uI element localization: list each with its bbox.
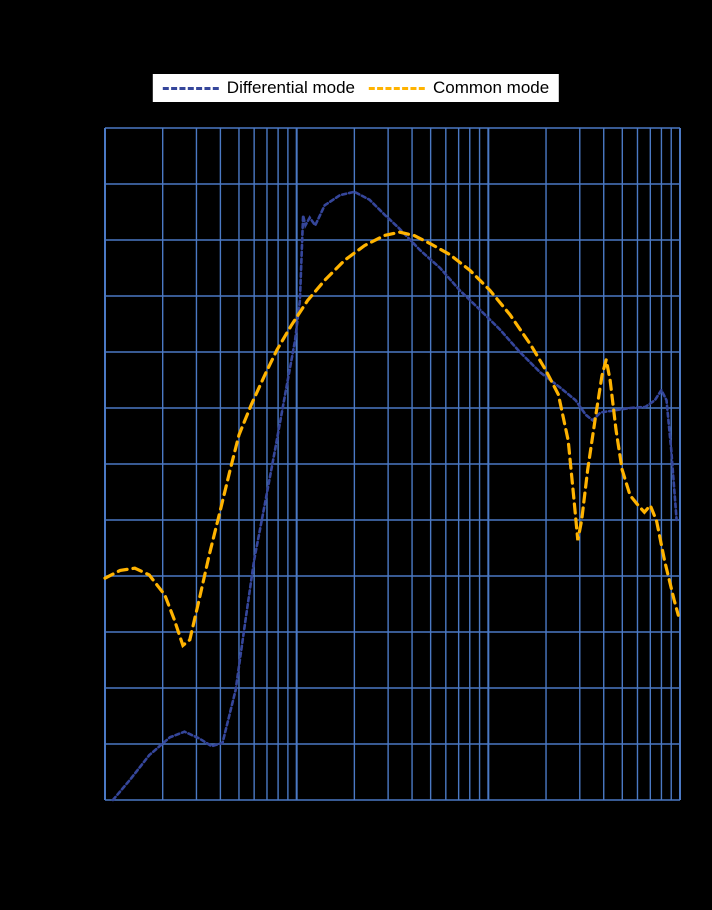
differential-mode-line-swatch bbox=[162, 86, 219, 90]
common-mode-line-swatch bbox=[368, 86, 425, 90]
legend-item-common: Common mode bbox=[368, 78, 550, 98]
legend-label-common: Common mode bbox=[432, 78, 550, 97]
series-line-common-mode bbox=[103, 230, 680, 649]
legend-label-differential: Differential mode bbox=[226, 78, 355, 97]
legend: Differential mode Common mode bbox=[152, 74, 560, 102]
series-line-differential-mode bbox=[111, 190, 678, 802]
legend-item-differential: Differential mode bbox=[162, 78, 355, 98]
